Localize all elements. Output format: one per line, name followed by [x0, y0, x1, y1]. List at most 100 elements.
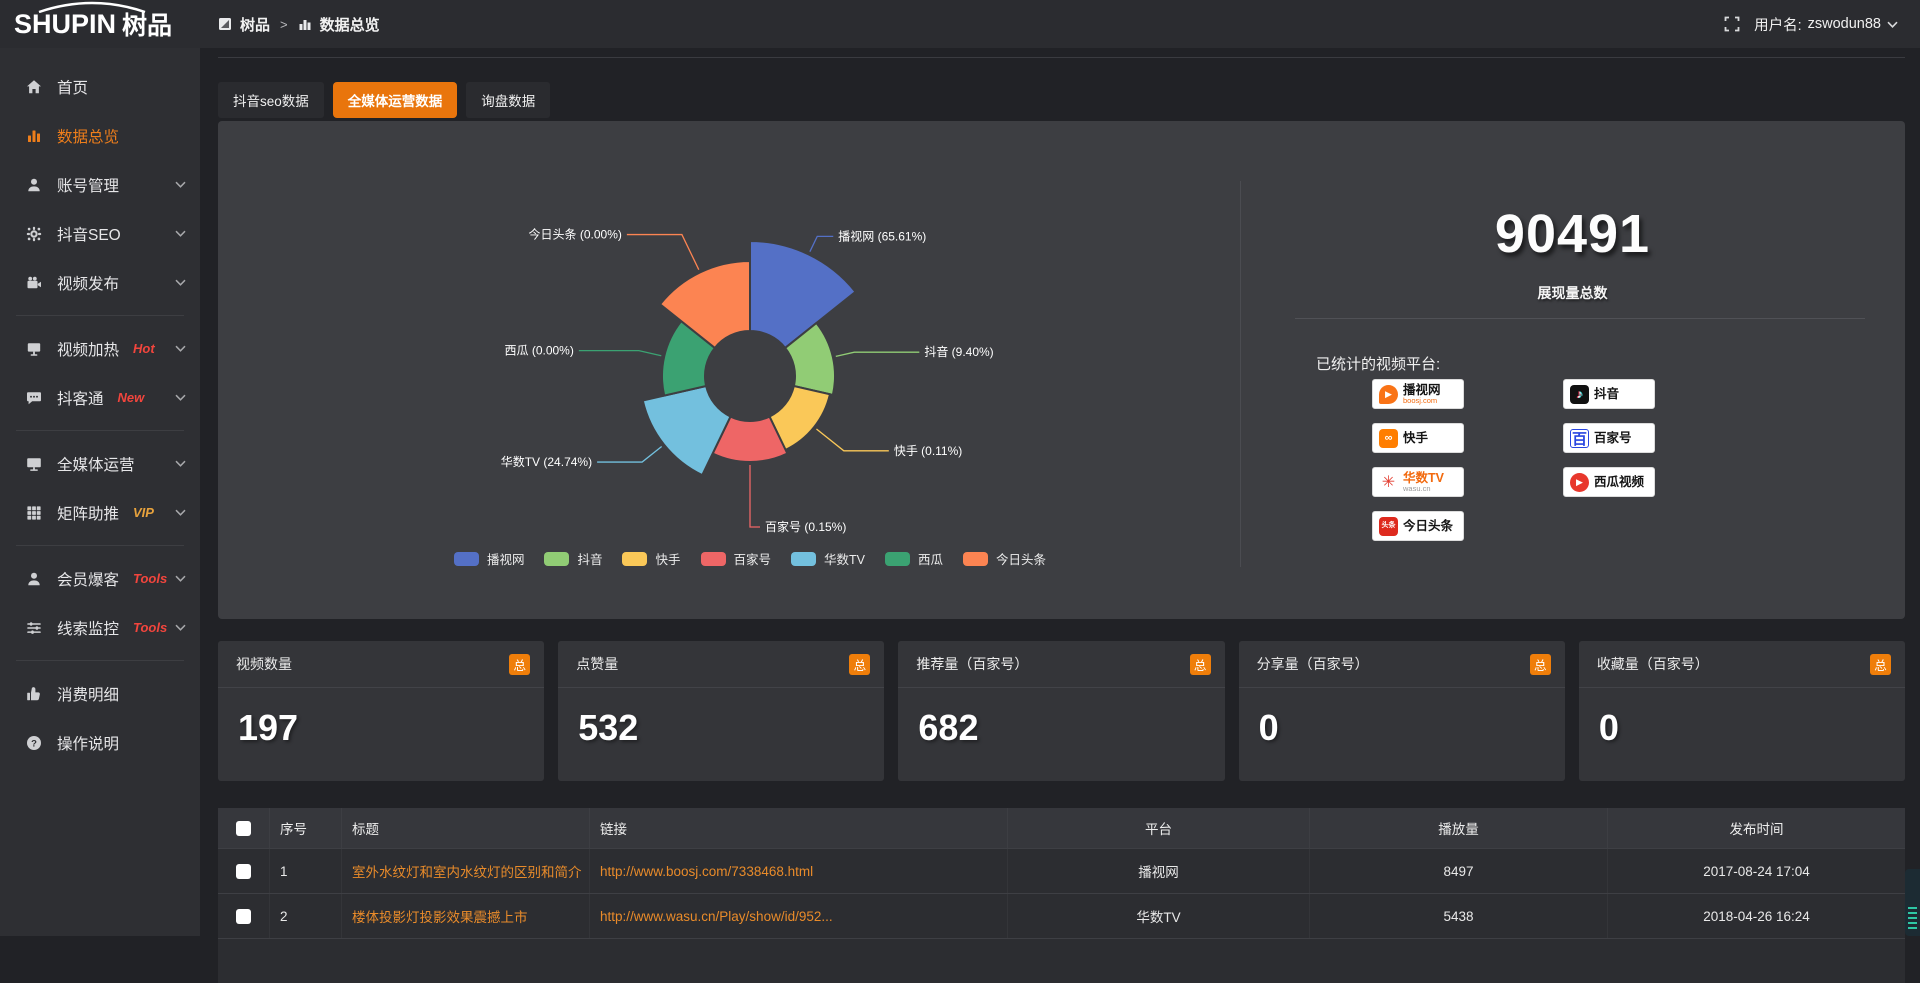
grid-icon	[25, 505, 42, 521]
sidebar-item-11[interactable]: 线索监控 Tools	[0, 603, 200, 652]
video-title-link[interactable]: 室外水纹灯和室内水纹灯的区别和简介	[352, 865, 582, 880]
tab-2[interactable]: 全媒体运营数据	[332, 82, 458, 118]
breadcrumb: 树品 > 数据总览	[218, 14, 380, 35]
bar-chart-icon	[298, 17, 312, 31]
platform-badge-今日头条[interactable]: 头条 今日头条	[1372, 511, 1464, 541]
legend-item-抖音[interactable]: 抖音	[544, 549, 602, 568]
billboard-icon	[25, 341, 42, 357]
data-tabs: 抖音seo数据 全媒体运营数据 询盘数据	[218, 82, 1905, 118]
pie-label-华数TV: 华数TV (24.74%)	[501, 454, 592, 469]
logo-arc-icon	[38, 1, 146, 13]
stat-card-1: 视频数量 总 197	[218, 641, 545, 781]
total-badge[interactable]: 总	[1870, 653, 1892, 675]
logo-suffix: 树品	[122, 12, 173, 40]
sidebar-item-5[interactable]: 视频发布	[0, 258, 200, 307]
platform-name: 快手	[1403, 430, 1429, 445]
stat-card-label: 推荐量（百家号）	[916, 656, 1029, 672]
total-badge[interactable]: 总	[1189, 653, 1211, 675]
legend-item-播视网[interactable]: 播视网	[453, 549, 524, 568]
pie-label-line	[749, 465, 760, 528]
sidebar-item-7[interactable]: 抖客通 New	[0, 373, 200, 422]
platform-badge-快手[interactable]: ∞ 快手	[1372, 423, 1464, 453]
video-url-link[interactable]: http://www.wasu.cn/Play/show/id/952...	[600, 908, 833, 924]
legend-item-今日头条[interactable]: 今日头条	[963, 549, 1046, 568]
sidebar-item-8[interactable]: 全媒体运营	[0, 439, 200, 488]
table-row-1: 1 室外水纹灯和室内水纹灯的区别和简介 http://www.boosj.com/7…	[218, 848, 1905, 893]
legend-item-华数TV[interactable]: 华数TV	[791, 549, 865, 568]
platform-share-pie-chart[interactable]: 播视网 (65.61%) 抖音 (9.40%) 快手 (0.11%) 百家号 (0.1…	[218, 121, 1240, 619]
legend-swatch-icon	[544, 551, 570, 566]
platform-badge-抖音[interactable]: ♪ 抖音	[1563, 379, 1655, 409]
widget-stripe	[1908, 907, 1917, 909]
platform-badge-播视网[interactable]: ▶ 播视网 boosj.com	[1372, 379, 1464, 409]
legend-item-西瓜[interactable]: 西瓜	[885, 549, 943, 568]
pie-slice-今日头条[interactable]	[658, 259, 751, 350]
video-camera-icon	[25, 275, 42, 291]
total-badge[interactable]: 总	[1529, 653, 1551, 675]
platform-badge-华数TV[interactable]: ✳ 华数TV wasu.cn	[1372, 467, 1464, 497]
legend-item-快手[interactable]: 快手	[622, 549, 681, 568]
legend-item-百家号[interactable]: 百家号	[700, 549, 771, 568]
sidebar-item-label: 抖音SEO	[57, 226, 121, 244]
total-badge[interactable]: 总	[509, 653, 531, 675]
sidebar-item-2[interactable]: 数据总览	[0, 111, 200, 160]
pie-slice-华数TV[interactable]	[641, 384, 732, 477]
video-title-link[interactable]: 楼体投影灯投影效果震撼上市	[352, 910, 528, 925]
sidebar-item-label: 矩阵助推	[57, 505, 120, 523]
sidebar-item-12[interactable]: 消费明细	[0, 669, 200, 718]
breadcrumb-root[interactable]: 树品	[240, 16, 271, 34]
sidebar-item-10[interactable]: 会员爆客 Tools	[0, 554, 200, 603]
overview-panel: 播视网 (65.61%) 抖音 (9.40%) 快手 (0.11%) 百家号 (0.1…	[218, 121, 1905, 619]
sidebar-item-13[interactable]: ? 操作说明	[0, 718, 200, 767]
stat-card-header: 推荐量（百家号） 总	[898, 641, 1225, 688]
legend-swatch-icon	[622, 551, 648, 566]
pie-label-快手: 快手 (0.11%)	[894, 444, 962, 458]
sidebar-item-label: 数据总览	[57, 128, 120, 146]
fullscreen-icon[interactable]	[1724, 16, 1740, 32]
sidebar-item-label: 消费明细	[57, 686, 120, 704]
sidebar-badge: New	[117, 390, 145, 405]
widget-stripe	[1908, 917, 1917, 919]
username[interactable]: zswodun88	[1807, 16, 1881, 32]
baijiahao-logo-icon: 百	[1570, 428, 1589, 448]
user-caret-icon[interactable]	[1887, 21, 1898, 28]
pie-label-今日头条: 今日头条 (0.00%)	[529, 227, 622, 242]
legend-label: 快手	[655, 553, 681, 567]
tab-1[interactable]: 抖音seo数据	[218, 82, 324, 118]
sidebar-item-4[interactable]: 抖音SEO	[0, 209, 200, 258]
breadcrumb-current[interactable]: 数据总览	[319, 16, 380, 34]
sidebar-item-label: 线索监控	[57, 620, 120, 638]
monitor-icon	[25, 456, 42, 472]
row-checkbox[interactable]	[236, 863, 251, 879]
pie-slice-播视网[interactable]	[749, 239, 857, 350]
app-logo[interactable]: SHUPIN 树品	[0, 0, 200, 48]
table-cell: http://www.boosj.com/7338468.html	[590, 849, 1008, 893]
video-url-link[interactable]: http://www.boosj.com/7338468.html	[600, 863, 814, 879]
douyin-logo-icon: ♪	[1570, 384, 1589, 404]
sidebar-item-1[interactable]: 首页	[0, 62, 200, 111]
toutiao-logo-icon: 头条	[1379, 516, 1398, 536]
table-cell: http://www.wasu.cn/Play/show/id/952...	[590, 894, 1008, 938]
select-all-checkbox[interactable]	[236, 820, 251, 836]
chevron-down-icon	[175, 394, 186, 401]
sidebar-item-6[interactable]: 视频加热 Hot	[0, 324, 200, 373]
boosj-logo-icon: ▶	[1379, 384, 1398, 404]
row-checkbox[interactable]	[236, 908, 251, 924]
column-header-2: 标题	[342, 808, 590, 848]
platform-column-2: ♪ 抖音百百家号 ▶ 西瓜视频	[1563, 379, 1811, 497]
column-header-5: 播放量	[1310, 808, 1608, 848]
sidebar-item-3[interactable]: 账号管理	[0, 160, 200, 209]
platform-badge-西瓜视频[interactable]: ▶ 西瓜视频	[1563, 467, 1655, 497]
pie-label-line	[578, 349, 662, 357]
legend-label: 西瓜	[918, 553, 944, 567]
platforms-label: 已统计的视频平台:	[1316, 356, 1441, 373]
sidebar-divider	[16, 660, 184, 661]
platform-sub: boosj.com	[1403, 396, 1438, 405]
legend-swatch-icon	[963, 551, 989, 566]
total-badge[interactable]: 总	[849, 653, 871, 675]
sidebar-item-9[interactable]: 矩阵助推 VIP	[0, 488, 200, 537]
side-widget[interactable]	[1905, 869, 1920, 936]
pie-slice-抖音[interactable]	[783, 321, 836, 397]
platform-badge-百家号[interactable]: 百百家号	[1563, 423, 1655, 453]
tab-3[interactable]: 询盘数据	[466, 82, 551, 118]
